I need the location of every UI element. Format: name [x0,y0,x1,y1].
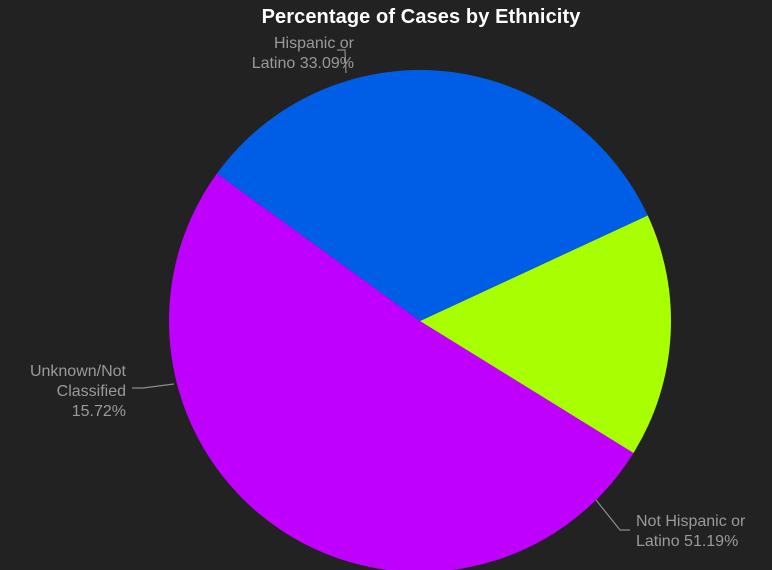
slice-label-line: Not Hispanic or [636,513,746,530]
pie-slice-hispanic-or-latino[interactable] [216,70,648,321]
chart-title: Percentage of Cases by Ethnicity [261,6,581,28]
slice-label-line: Latino 33.09% [252,55,354,72]
slice-label-line: Latino 51.19% [636,533,738,550]
slice-label-line: 15.72% [72,403,126,420]
pie-slice-not-hispanic-or-latino[interactable] [168,173,634,570]
slice-label-line: Classified [57,383,126,400]
leader-line [132,383,175,389]
slice-label: Unknown/Not Classified 15.72% [30,363,127,420]
slice-label: Hispanic or Latino 33.09% [252,35,355,72]
leader-line [595,499,630,531]
pie-slice-unknown-not-classified[interactable] [420,215,671,453]
slice-label: Not Hispanic or Latino 51.19% [636,513,746,550]
slice-label-line: Hispanic or [274,35,355,52]
leader-line [337,49,347,74]
slice-label-line: Unknown/Not [30,363,127,380]
